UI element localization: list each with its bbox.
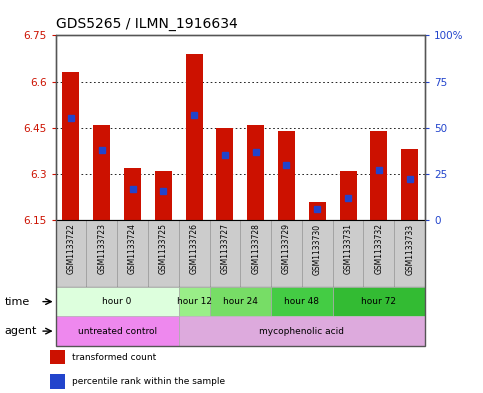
Bar [56, 316, 179, 346]
Bar [247, 125, 264, 220]
Text: GSM1133733: GSM1133733 [405, 223, 414, 275]
Text: GSM1133723: GSM1133723 [97, 223, 106, 274]
Bar [62, 72, 79, 220]
Bar [93, 125, 110, 220]
Bar [370, 131, 387, 220]
Bar [124, 168, 141, 220]
Text: hour 12: hour 12 [177, 297, 212, 306]
Text: transformed count: transformed count [72, 353, 156, 362]
Bar [56, 220, 86, 287]
Bar [401, 149, 418, 220]
Bar [148, 220, 179, 287]
Bar [216, 128, 233, 220]
Text: GSM1133727: GSM1133727 [220, 223, 229, 274]
Text: hour 0: hour 0 [102, 297, 132, 306]
Text: GDS5265 / ILMN_1916634: GDS5265 / ILMN_1916634 [56, 17, 237, 31]
Bar [86, 220, 117, 287]
Bar [117, 220, 148, 287]
Text: untreated control: untreated control [78, 327, 156, 336]
Bar [185, 54, 202, 220]
Text: percentile rank within the sample: percentile rank within the sample [72, 377, 226, 386]
Bar [240, 220, 271, 287]
Bar [50, 350, 65, 364]
Text: time: time [5, 297, 30, 307]
Text: GSM1133732: GSM1133732 [374, 223, 384, 274]
Bar [394, 220, 425, 287]
Text: GSM1133728: GSM1133728 [251, 223, 260, 274]
Bar [155, 171, 172, 220]
Bar [278, 131, 295, 220]
Text: agent: agent [5, 326, 37, 336]
Text: GSM1133730: GSM1133730 [313, 223, 322, 275]
Text: mycophenolic acid: mycophenolic acid [259, 327, 344, 336]
Bar [333, 287, 425, 316]
Bar [271, 220, 302, 287]
Bar [56, 287, 179, 316]
Text: hour 48: hour 48 [284, 297, 319, 306]
Bar [340, 171, 356, 220]
Bar [333, 220, 364, 287]
Text: GSM1133729: GSM1133729 [282, 223, 291, 274]
Bar [50, 375, 65, 389]
Text: GSM1133725: GSM1133725 [159, 223, 168, 274]
Bar [179, 316, 425, 346]
Bar [309, 202, 326, 220]
Bar [210, 287, 271, 316]
Bar [302, 220, 333, 287]
Text: GSM1133731: GSM1133731 [343, 223, 353, 274]
Bar [364, 220, 394, 287]
Bar [271, 287, 333, 316]
Text: hour 24: hour 24 [223, 297, 258, 306]
Bar [179, 220, 210, 287]
Text: GSM1133722: GSM1133722 [67, 223, 75, 274]
Text: GSM1133726: GSM1133726 [190, 223, 199, 274]
Bar [179, 287, 210, 316]
Text: hour 72: hour 72 [361, 297, 397, 306]
Text: GSM1133724: GSM1133724 [128, 223, 137, 274]
Bar [210, 220, 240, 287]
